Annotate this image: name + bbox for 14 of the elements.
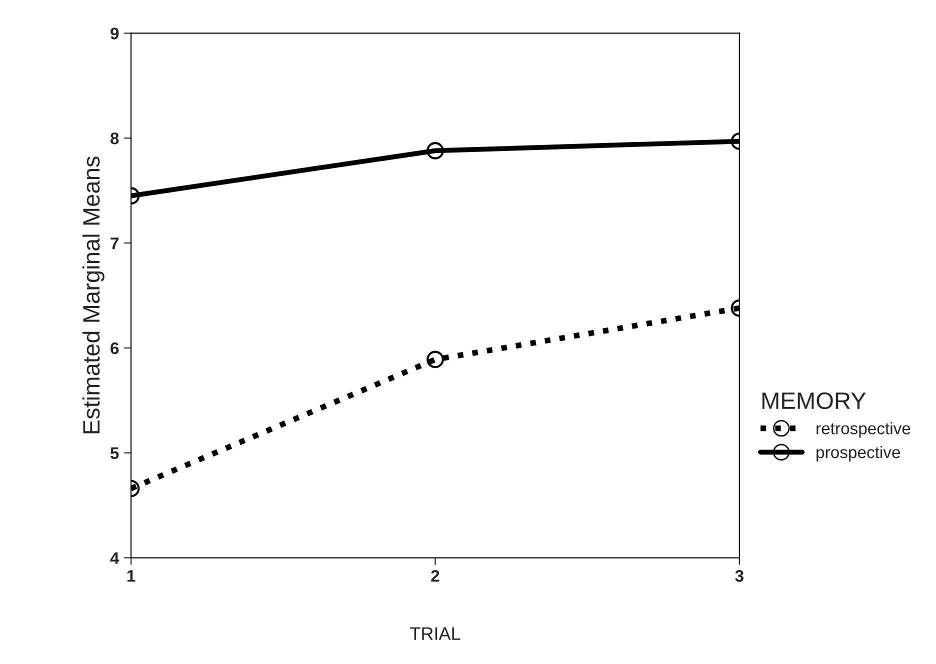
y-tick-label: 6 [110,342,119,354]
x-axis-title: TRIAL [410,627,460,640]
y-axis-title: Estimated Marginal Means [82,156,104,434]
legend-label: retrospective [816,422,910,438]
legend-title: MEMORY [762,392,866,410]
y-tick-label: 5 [110,447,119,460]
x-tick-label: 2 [431,570,440,582]
x-tick-label: 3 [735,570,744,582]
y-tick-label: 7 [110,238,119,250]
legend-label: prospective [816,446,900,462]
y-tick-label: 4 [110,552,120,564]
y-tick-label: 8 [110,132,119,144]
y-tick-label: 9 [110,28,119,40]
x-tick-label: 1 [127,570,136,582]
